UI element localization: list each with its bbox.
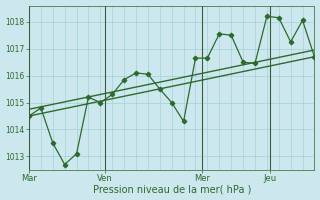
X-axis label: Pression niveau de la mer( hPa ): Pression niveau de la mer( hPa ) (92, 184, 251, 194)
